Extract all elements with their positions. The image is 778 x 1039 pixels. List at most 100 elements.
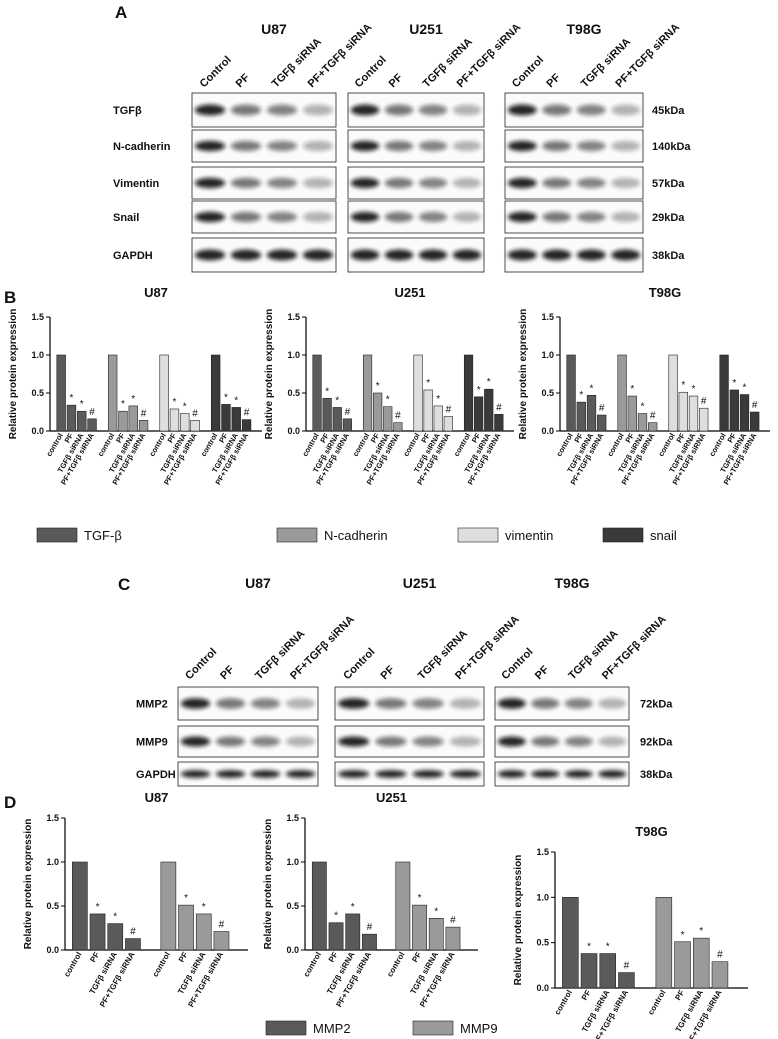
band: [542, 140, 572, 152]
legend-label: snail: [650, 528, 677, 543]
y-axis-label: Relative protein expression: [23, 819, 34, 950]
x-tick-label: control: [96, 432, 117, 459]
y-tick-label: 0.0: [536, 983, 549, 993]
band: [418, 177, 448, 189]
y-tick-label: 1.0: [46, 857, 59, 867]
significance-label: *: [121, 399, 125, 410]
significance-label: #: [219, 920, 225, 931]
bar: [648, 422, 658, 432]
band: [507, 140, 537, 152]
bar: [428, 918, 444, 951]
size-label: 45kDa: [652, 105, 685, 117]
y-tick-label: 0.5: [46, 901, 59, 911]
x-tick-label: control: [646, 989, 667, 1017]
band: [285, 770, 316, 778]
x-tick-label: PF: [114, 431, 127, 444]
significance-label: *: [590, 383, 594, 394]
significance-label: *: [606, 942, 610, 953]
y-tick-label: 0.0: [287, 426, 300, 436]
significance-label: *: [418, 893, 422, 904]
bar: [580, 953, 598, 989]
band: [384, 140, 414, 152]
y-tick-label: 1.5: [541, 312, 554, 322]
band: [337, 770, 370, 778]
significance-label: #: [345, 407, 351, 418]
band: [449, 698, 482, 709]
bar: [190, 420, 200, 432]
lane-label: Control: [341, 646, 377, 682]
band: [542, 104, 572, 116]
significance-label: *: [335, 395, 339, 406]
band: [302, 140, 334, 152]
band: [337, 698, 370, 709]
significance-label: *: [436, 394, 440, 405]
band: [250, 770, 281, 778]
band: [194, 249, 226, 261]
y-tick-label: 1.0: [541, 350, 554, 360]
x-tick-label: PF: [419, 431, 432, 444]
bar: [617, 354, 627, 432]
significance-label: #: [450, 915, 456, 926]
band: [507, 177, 537, 189]
bar: [750, 411, 760, 432]
y-tick-label: 0.0: [541, 426, 554, 436]
significance-label: *: [426, 378, 430, 389]
y-tick-label: 0.0: [46, 945, 59, 955]
band: [250, 736, 281, 747]
protein-label: Vimentin: [113, 178, 160, 190]
bar: [423, 389, 433, 432]
bar: [599, 953, 616, 989]
significance-label: *: [202, 902, 206, 913]
panel-letter: D: [4, 793, 16, 812]
band: [180, 698, 211, 709]
protein-label: TGFβ: [113, 105, 142, 117]
band: [375, 736, 407, 747]
x-tick-label: control: [351, 432, 372, 459]
x-tick-label: PF: [580, 988, 593, 1001]
bar: [328, 922, 344, 951]
bar: [159, 354, 169, 432]
bar: [241, 419, 252, 432]
band: [194, 211, 226, 223]
band: [230, 104, 262, 116]
bar: [107, 354, 118, 432]
significance-label: *: [172, 397, 176, 408]
band: [384, 211, 414, 223]
band: [564, 770, 593, 778]
band: [507, 211, 537, 223]
legend-swatch: [412, 1020, 454, 1036]
bar: [484, 388, 494, 432]
bar: [463, 354, 474, 432]
band: [384, 249, 414, 261]
y-tick-label: 1.5: [46, 813, 59, 823]
band: [452, 211, 482, 223]
bar: [668, 354, 678, 432]
x-tick-label: control: [199, 432, 220, 459]
y-tick-label: 1.0: [31, 350, 44, 360]
lane-label: PF: [379, 663, 398, 682]
significance-label: *: [80, 399, 84, 410]
bar: [433, 405, 443, 432]
lane-label: Control: [198, 54, 234, 90]
significance-label: #: [496, 402, 502, 413]
significance-label: *: [692, 384, 696, 395]
significance-label: #: [717, 950, 723, 961]
bar: [89, 913, 106, 951]
band: [611, 104, 641, 116]
bar: [719, 354, 729, 432]
x-tick-label: control: [44, 432, 65, 459]
bar: [66, 404, 77, 432]
size-label: 140kDa: [652, 141, 691, 153]
chart-title: U251: [376, 790, 407, 805]
bar: [231, 407, 241, 432]
x-tick-label: PF: [318, 431, 331, 444]
y-tick-label: 0.5: [541, 388, 554, 398]
bar: [729, 389, 739, 432]
significance-label: *: [96, 902, 100, 913]
y-tick-label: 1.5: [287, 312, 300, 322]
legend-label: MMP9: [460, 1021, 498, 1036]
x-tick-label: PF: [470, 431, 483, 444]
significance-label: #: [446, 405, 452, 416]
band: [266, 177, 298, 189]
